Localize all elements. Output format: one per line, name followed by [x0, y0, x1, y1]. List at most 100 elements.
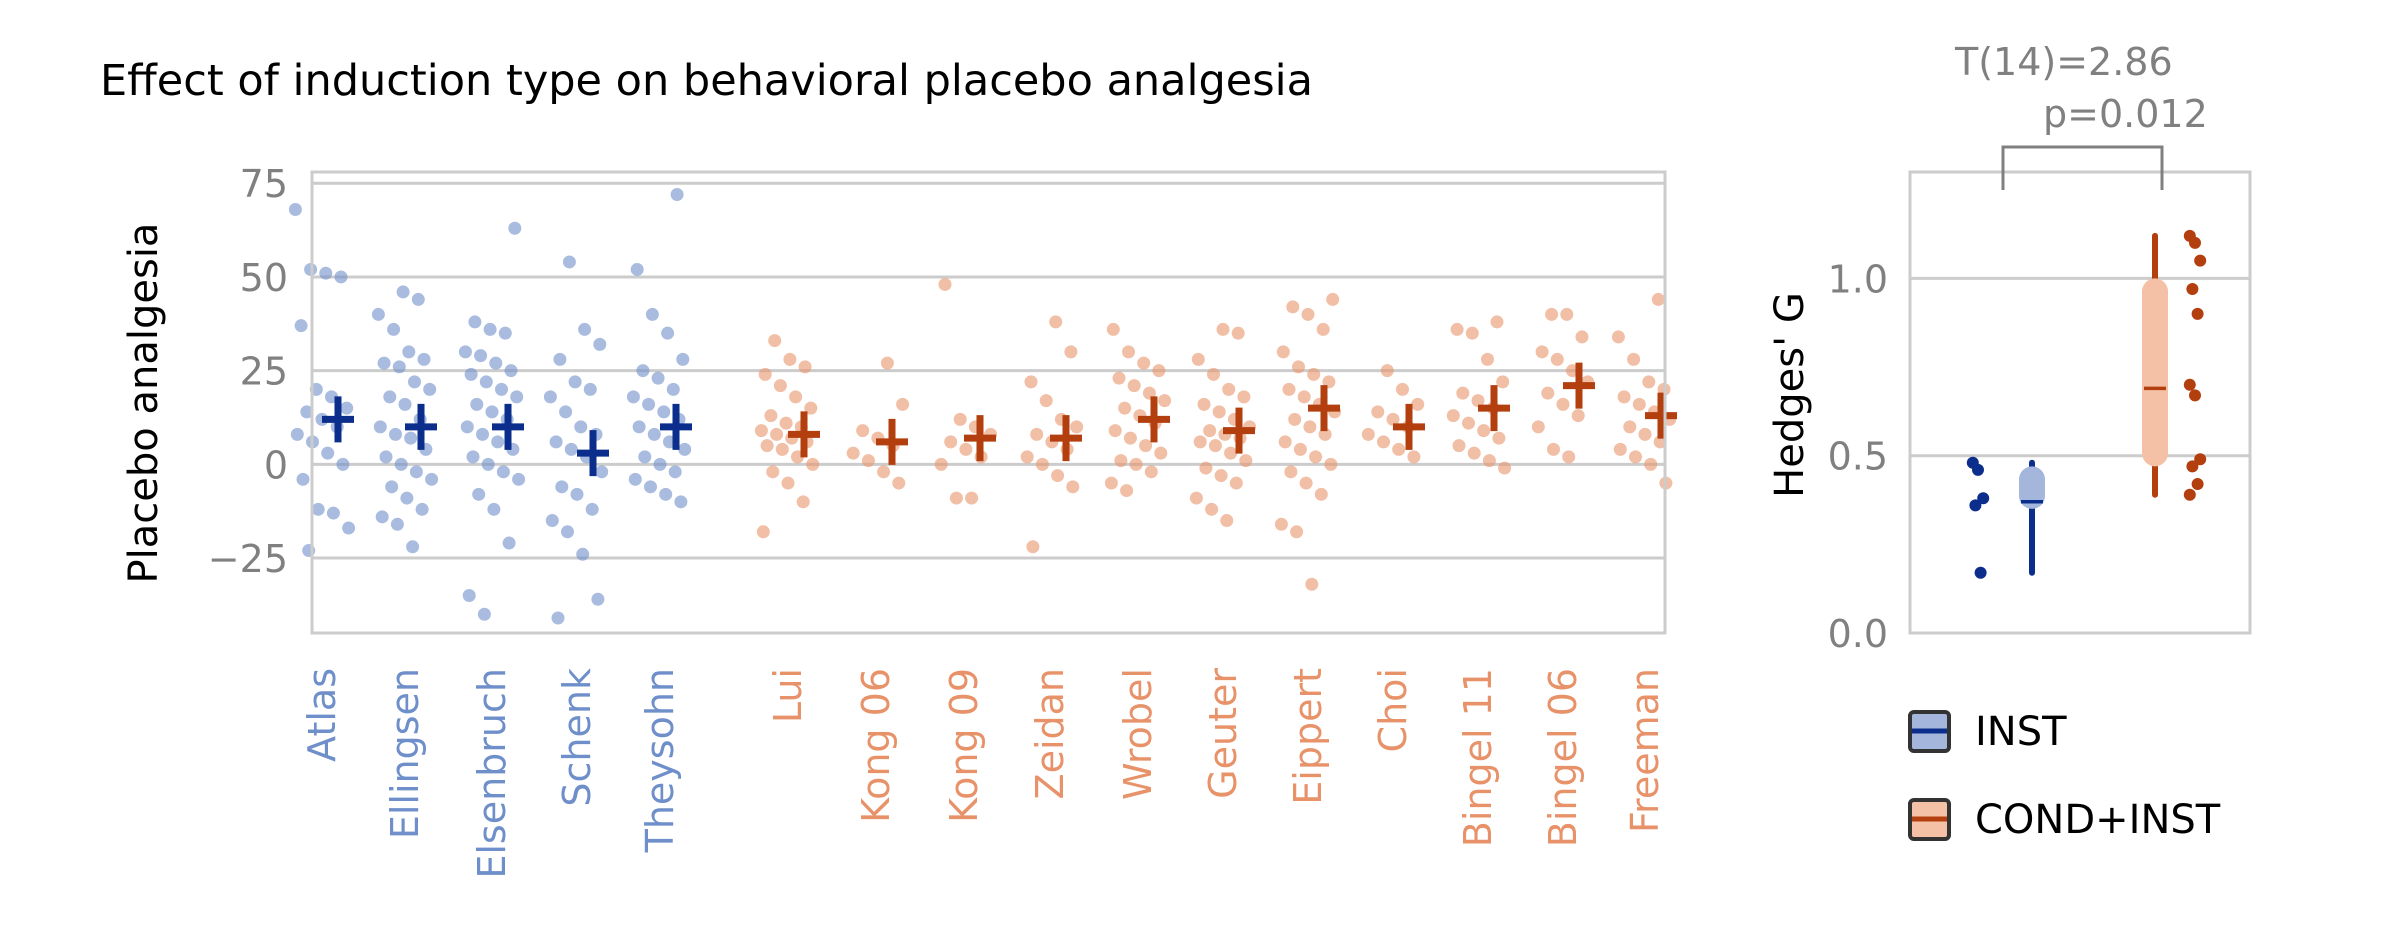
- data-point-zeidan: [1024, 375, 1038, 389]
- data-point-geuter: [1220, 514, 1234, 528]
- data-point-elsenbruch: [510, 390, 524, 404]
- data-point-freeman: [1629, 450, 1642, 464]
- data-point-wrobel: [1144, 465, 1158, 479]
- data-point-bingel-11: [1471, 394, 1485, 408]
- data-point-ellingsen: [379, 450, 393, 464]
- data-point-freeman: [1611, 330, 1625, 344]
- data-point-wrobel: [1108, 424, 1122, 438]
- data-point-theysohn: [668, 465, 682, 479]
- data-point-elsenbruch: [479, 375, 493, 389]
- data-point-bingel-06: [1571, 409, 1585, 423]
- data-point-elsenbruch: [466, 450, 480, 464]
- data-point-theysohn: [666, 382, 680, 396]
- data-point-wrobel: [1154, 446, 1168, 460]
- data-point-elsenbruch: [512, 472, 526, 486]
- data-point-schenk: [551, 611, 565, 625]
- data-point-theysohn: [674, 495, 688, 509]
- data-point-ellingsen: [408, 375, 421, 389]
- t-statistic-label: T(14)=2.86: [1954, 40, 2173, 84]
- data-point-eippert: [1278, 435, 1292, 449]
- data-point-schenk: [559, 405, 573, 419]
- data-point-bingel-11: [1456, 386, 1470, 400]
- data-point-zeidan: [1066, 480, 1080, 494]
- data-point-atlas: [300, 405, 314, 419]
- left-data-points: [288, 187, 1677, 625]
- data-point-zeidan: [1070, 420, 1084, 434]
- data-point-kong-06: [896, 397, 910, 411]
- data-point-freeman: [1613, 442, 1627, 456]
- study-scatter-panel: −25 0 25 50 75 Atlas Ellingsen Elsenbruch Schen…: [121, 162, 1677, 879]
- data-point-bingel-11: [1450, 322, 1464, 336]
- data-point-schenk: [555, 480, 569, 494]
- left-y-tick-label: 75: [240, 162, 288, 206]
- data-point-ellingsen: [387, 322, 401, 336]
- data-point-wrobel: [1129, 457, 1143, 471]
- data-point-theysohn: [678, 442, 692, 456]
- data-point-freeman: [1623, 420, 1637, 434]
- data-point-schenk: [561, 525, 574, 539]
- study-label-zeidan: Zeidan: [1028, 668, 1072, 799]
- data-point-bingel-11: [1467, 446, 1481, 460]
- effect-point-inst: [1972, 463, 1984, 476]
- data-point-elsenbruch: [483, 322, 497, 336]
- study-label-geuter: Geuter: [1201, 668, 1245, 799]
- data-point-lui: [760, 439, 774, 453]
- data-point-geuter: [1229, 476, 1243, 490]
- data-point-schenk: [568, 375, 582, 389]
- data-point-atlas: [334, 270, 348, 284]
- data-point-theysohn: [651, 371, 665, 385]
- data-point-theysohn: [645, 307, 659, 321]
- data-point-atlas: [342, 521, 356, 535]
- data-point-bingel-06: [1560, 307, 1574, 321]
- data-point-choi: [1386, 412, 1400, 426]
- data-point-bingel-11: [1477, 424, 1491, 438]
- data-point-geuter: [1214, 469, 1228, 483]
- data-point-eippert: [1276, 345, 1290, 359]
- data-point-bingel-06: [1535, 345, 1549, 359]
- data-point-lui: [768, 334, 782, 348]
- data-point-schenk: [591, 592, 605, 606]
- left-y-tick-label: 0: [264, 443, 288, 487]
- data-point-elsenbruch: [487, 502, 501, 516]
- effect-point-cond-inst: [2191, 307, 2204, 320]
- data-point-eippert: [1307, 367, 1321, 381]
- data-point-schenk: [553, 352, 567, 366]
- data-point-elsenbruch: [464, 367, 478, 381]
- study-label-wrobel: Wrobel: [1116, 668, 1160, 800]
- chart-title: Effect of induction type on behavioral p…: [100, 56, 1313, 106]
- data-point-elsenbruch: [495, 382, 508, 396]
- data-point-bingel-11: [1462, 416, 1475, 430]
- data-point-bingel-06: [1556, 397, 1570, 411]
- data-point-kong-06: [846, 446, 860, 460]
- data-point-elsenbruch: [502, 536, 516, 550]
- data-point-elsenbruch: [470, 397, 484, 411]
- legend-label-cond-inst: COND+INST: [1975, 797, 2221, 843]
- data-point-eippert: [1297, 390, 1311, 404]
- study-label-atlas: Atlas: [300, 668, 344, 762]
- data-point-atlas: [340, 401, 354, 415]
- left-plot-frame: [310, 170, 1667, 635]
- data-point-eippert: [1284, 465, 1298, 479]
- data-point-wrobel: [1139, 439, 1153, 453]
- right-y-tick-labels: 0.0 0.5 1.0: [1828, 257, 1888, 656]
- data-point-atlas: [311, 502, 325, 516]
- data-point-choi: [1396, 382, 1409, 396]
- data-point-eippert: [1274, 517, 1288, 531]
- data-point-bingel-06: [1575, 330, 1589, 344]
- data-point-atlas: [288, 202, 302, 216]
- data-point-eippert: [1301, 307, 1315, 321]
- data-point-geuter: [1203, 424, 1217, 438]
- data-point-ellingsen: [406, 540, 420, 554]
- data-point-kong-06: [880, 356, 894, 370]
- study-label-freeman: Freeman: [1623, 668, 1667, 833]
- data-point-ellingsen: [383, 390, 397, 404]
- data-point-theysohn: [626, 390, 640, 404]
- data-point-theysohn: [630, 262, 644, 276]
- data-point-elsenbruch: [462, 589, 476, 603]
- data-point-bingel-11: [1446, 409, 1460, 423]
- data-point-elsenbruch: [458, 345, 472, 359]
- data-point-schenk: [549, 435, 563, 449]
- data-point-choi: [1377, 435, 1390, 449]
- data-point-wrobel: [1123, 431, 1137, 445]
- data-point-freeman: [1632, 397, 1646, 411]
